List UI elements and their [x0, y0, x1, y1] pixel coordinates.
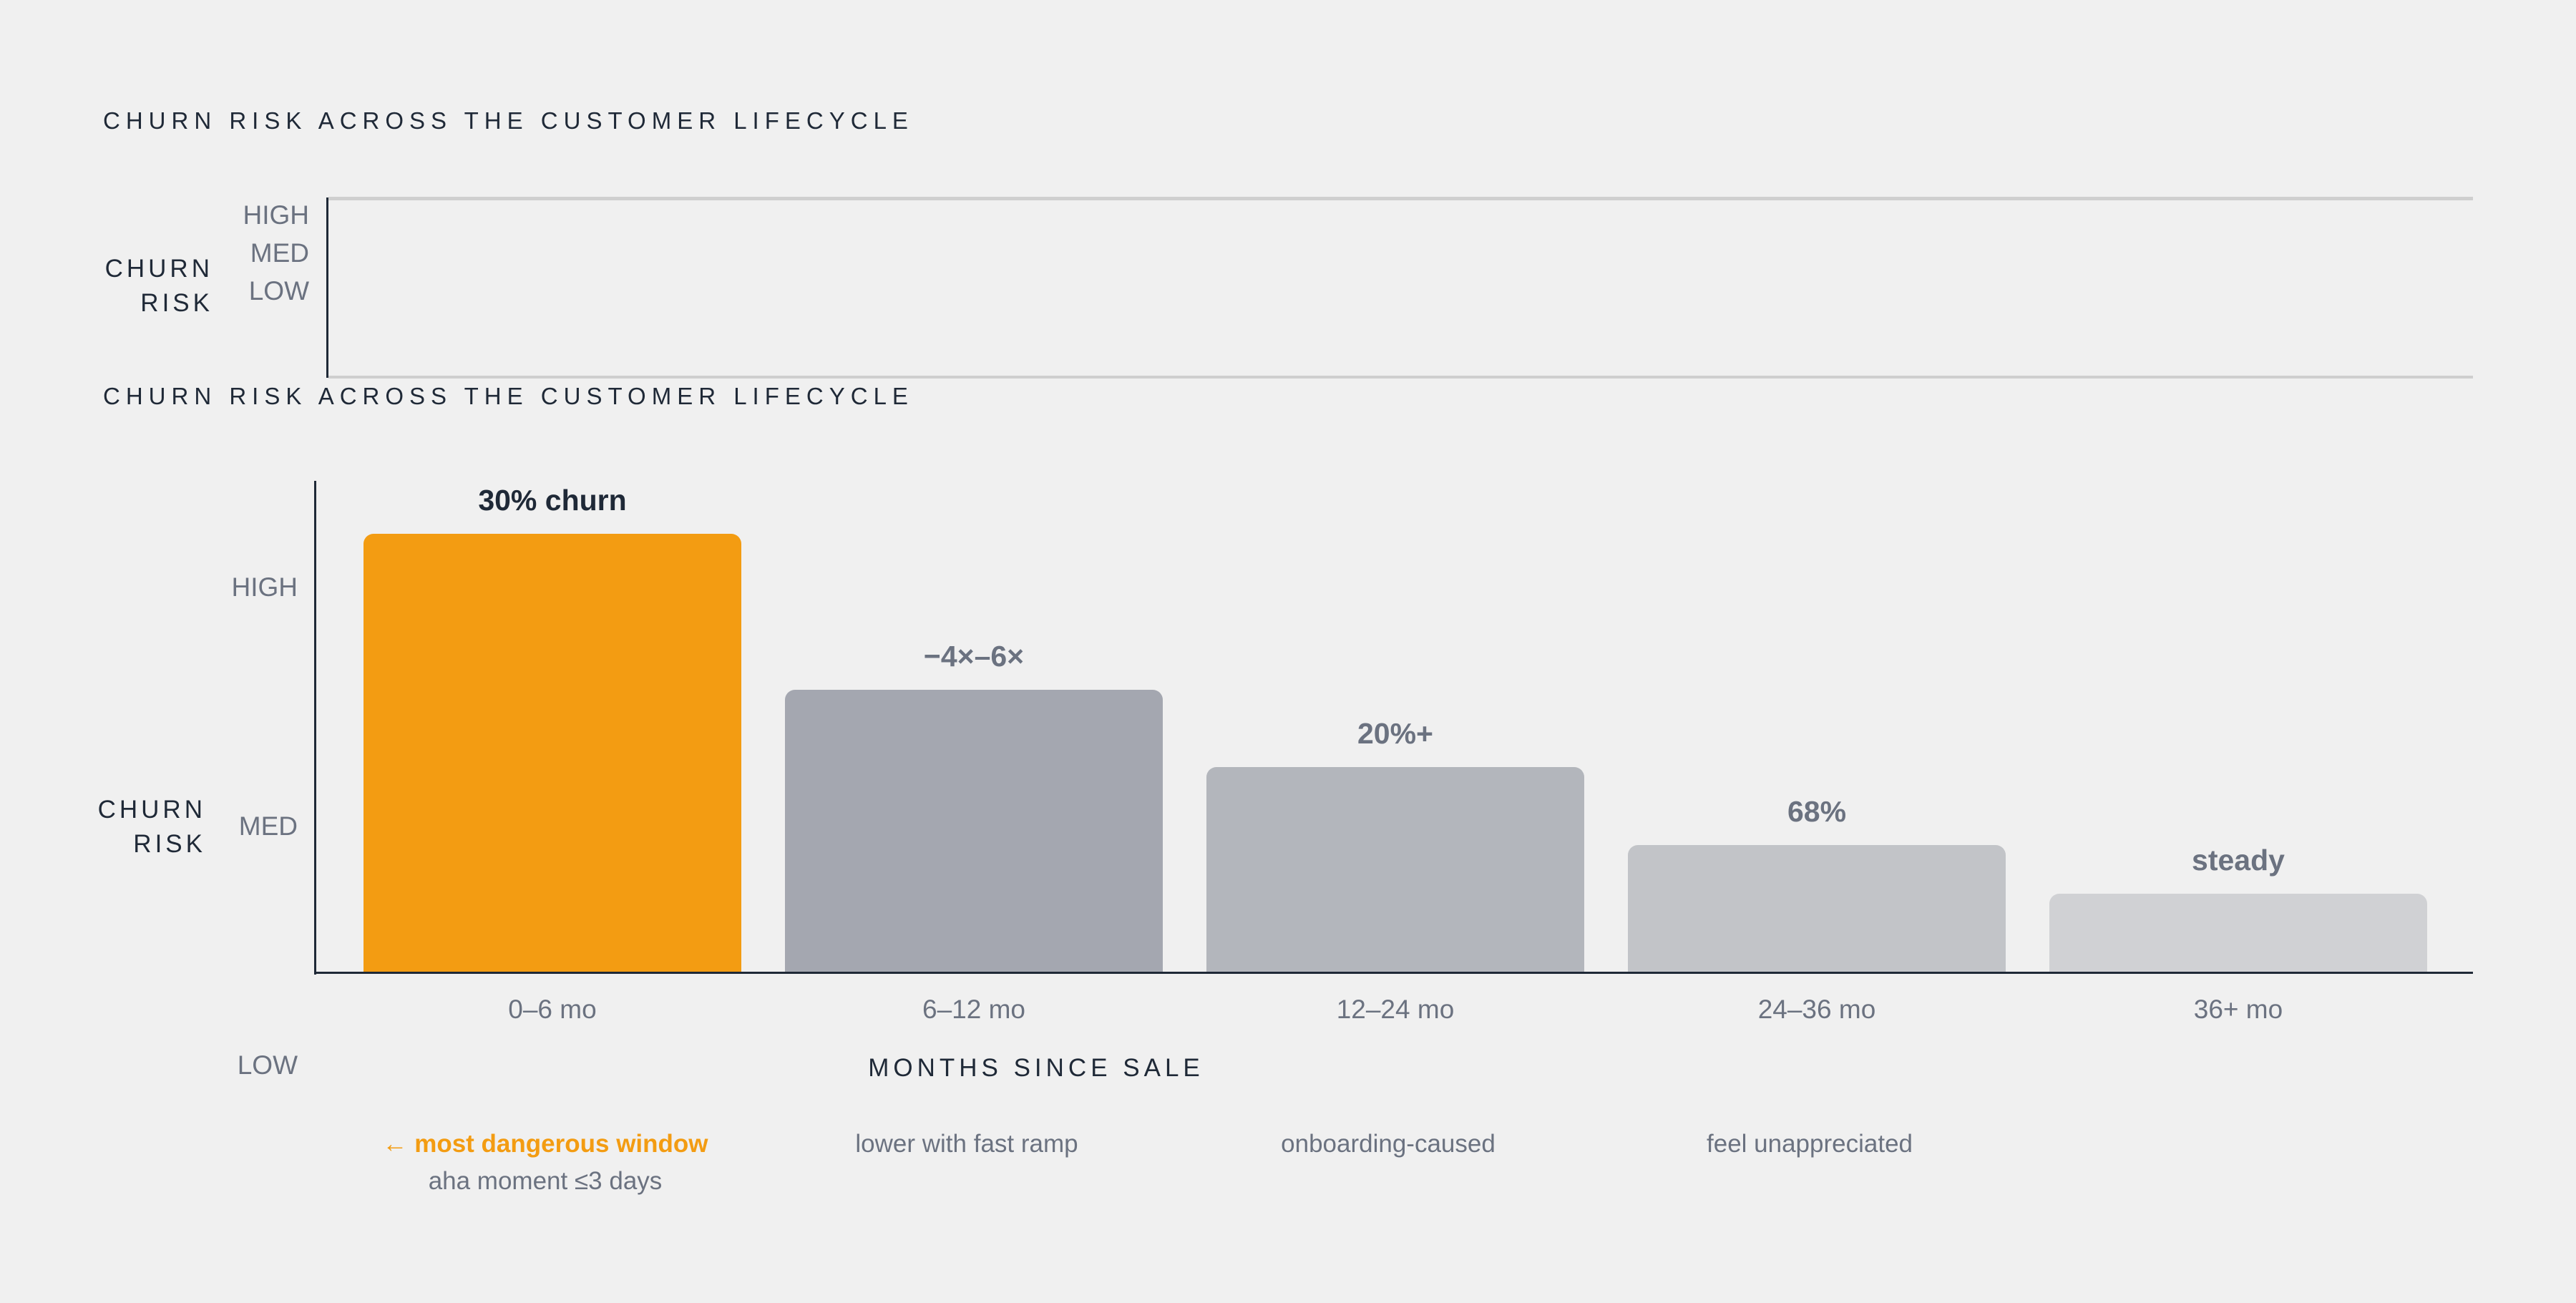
- y-tick-high: HIGH: [231, 572, 298, 602]
- annotation-0-secondary: aha moment ≤3 days: [428, 1167, 663, 1195]
- top-level-med: MED: [250, 238, 309, 268]
- bar-1: [785, 689, 1163, 972]
- annotation-0-primary: ← most dangerous window: [382, 1130, 708, 1158]
- annotation-3: feel unappreciated: [1621, 1126, 1999, 1163]
- y-tick-med: MED: [238, 811, 298, 841]
- annotation-0: ← most dangerous window aha moment ≤3 day…: [356, 1126, 734, 1200]
- bar-0: [364, 534, 741, 972]
- x-tick-label-4: 36+ mo: [2193, 995, 2283, 1024]
- top-y-axis-title-line-1: CHURN: [104, 255, 213, 283]
- top-upper-gridline: [328, 197, 2473, 200]
- y-tick-low: LOW: [237, 1050, 298, 1080]
- data-label-3: 68%: [1787, 795, 1847, 829]
- bar-2: [1206, 767, 1584, 972]
- data-label-2: 20%+: [1357, 717, 1433, 751]
- y-axis-line: [314, 481, 316, 975]
- bar-3: [1628, 845, 2006, 972]
- x-tick-label-1: 6–12 mo: [922, 995, 1025, 1024]
- top-y-axis-line: [326, 197, 328, 378]
- x-axis-title: MONTHS SINCE SALE: [868, 1054, 1204, 1082]
- annotation-3-primary: feel unappreciated: [1707, 1130, 1913, 1158]
- chart-title: CHURN RISK ACROSS THE CUSTOMER LIFECYCLE: [103, 383, 914, 409]
- top-level-low: LOW: [248, 276, 309, 306]
- annotation-2-primary: onboarding-caused: [1281, 1130, 1496, 1158]
- top-y-axis-title-line-2: RISK: [140, 289, 213, 317]
- y-axis-title-line-2: RISK: [133, 830, 206, 858]
- data-label-4: steady: [2192, 844, 2285, 877]
- y-axis-title-line-1: CHURN: [97, 796, 206, 824]
- annotation-2: onboarding-caused: [1199, 1126, 1577, 1163]
- annotation-1-primary: lower with fast ramp: [855, 1130, 1078, 1158]
- top-level-high: HIGH: [243, 200, 310, 230]
- data-label-1: −4×–6×: [923, 639, 1025, 673]
- top-y-axis-title: CHURN RISK: [72, 252, 213, 321]
- top-panel-title: CHURN RISK ACROSS THE CUSTOMER LIFECYCLE: [103, 107, 914, 134]
- x-axis-line: [314, 972, 2473, 974]
- data-label-0: 30% churn: [478, 484, 627, 517]
- annotation-1: lower with fast ramp: [778, 1126, 1156, 1163]
- y-axis-title: CHURN RISK: [64, 793, 206, 862]
- x-tick-label-3: 24–36 mo: [1757, 995, 1876, 1024]
- bar-4: [2049, 894, 2427, 972]
- x-tick-label-0: 0–6 mo: [508, 995, 597, 1024]
- x-tick-label-2: 12–24 mo: [1336, 995, 1455, 1024]
- top-baseline: [328, 376, 2473, 379]
